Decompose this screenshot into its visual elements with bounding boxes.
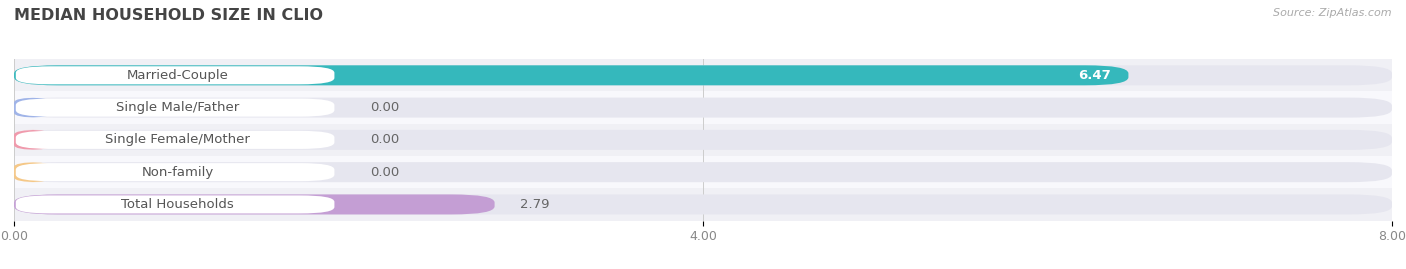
Text: Single Female/Mother: Single Female/Mother — [105, 133, 250, 146]
FancyBboxPatch shape — [14, 65, 1392, 85]
Bar — [14, 188, 1392, 221]
FancyBboxPatch shape — [14, 98, 1392, 118]
Bar — [14, 124, 1392, 156]
FancyBboxPatch shape — [15, 131, 335, 149]
Text: Single Male/Father: Single Male/Father — [117, 101, 239, 114]
FancyBboxPatch shape — [14, 162, 52, 182]
Text: 0.00: 0.00 — [371, 166, 399, 179]
Text: Source: ZipAtlas.com: Source: ZipAtlas.com — [1274, 8, 1392, 18]
FancyBboxPatch shape — [14, 162, 1392, 182]
Text: 2.79: 2.79 — [520, 198, 550, 211]
Text: Non-family: Non-family — [142, 166, 214, 179]
Bar — [14, 91, 1392, 124]
Text: 0.00: 0.00 — [371, 133, 399, 146]
Text: Married-Couple: Married-Couple — [127, 69, 229, 82]
Bar — [14, 156, 1392, 188]
Text: Total Households: Total Households — [121, 198, 233, 211]
Bar — [14, 59, 1392, 91]
FancyBboxPatch shape — [15, 66, 335, 84]
FancyBboxPatch shape — [14, 130, 52, 150]
Text: 6.47: 6.47 — [1078, 69, 1111, 82]
FancyBboxPatch shape — [15, 98, 335, 117]
FancyBboxPatch shape — [14, 194, 495, 214]
Text: MEDIAN HOUSEHOLD SIZE IN CLIO: MEDIAN HOUSEHOLD SIZE IN CLIO — [14, 8, 323, 23]
Text: 0.00: 0.00 — [371, 101, 399, 114]
FancyBboxPatch shape — [15, 195, 335, 214]
FancyBboxPatch shape — [14, 98, 52, 118]
FancyBboxPatch shape — [14, 194, 1392, 214]
FancyBboxPatch shape — [14, 130, 1392, 150]
FancyBboxPatch shape — [15, 163, 335, 181]
FancyBboxPatch shape — [14, 65, 1129, 85]
